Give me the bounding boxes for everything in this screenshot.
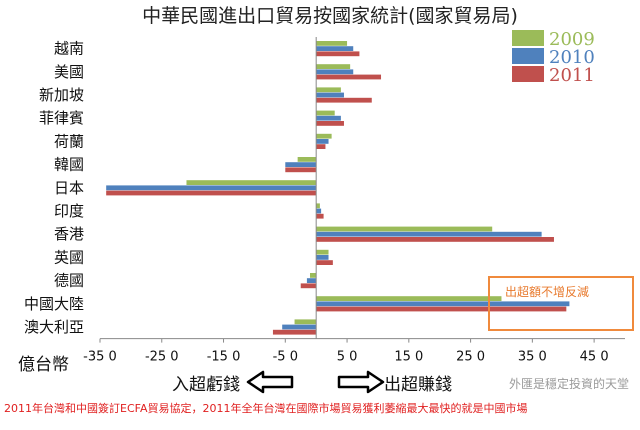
x-tick-label: -5 0 — [273, 350, 298, 365]
category-label: 越南 — [54, 40, 84, 58]
bar-2010 — [316, 115, 341, 121]
legend-label-2009: 2009 — [549, 29, 595, 50]
category-label: 德國 — [54, 272, 84, 290]
callout-text: 出超額不增反減 — [505, 284, 589, 299]
x-tick-label: 45 0 — [580, 350, 609, 365]
category-label: 日本 — [54, 179, 84, 197]
bar-2009 — [316, 64, 351, 69]
x-tick-label: -15 0 — [207, 350, 241, 365]
bar-2010 — [316, 46, 354, 51]
category-label: 美國 — [54, 63, 84, 81]
x-tick-label: -35 0 — [83, 350, 117, 365]
bar-2009 — [316, 110, 335, 116]
bar-2009 — [310, 273, 317, 278]
left-arrow-icon — [246, 370, 294, 394]
bar-2010 — [316, 139, 329, 144]
category-label: 印度 — [54, 202, 84, 220]
legend-label-2010: 2010 — [549, 47, 595, 68]
x-tick-label: -25 0 — [145, 350, 179, 365]
bar-2010 — [282, 324, 317, 330]
bar-2010 — [285, 162, 317, 167]
legend-swatch-2009 — [512, 30, 544, 46]
bar-2009 — [316, 133, 332, 139]
bar-2011 — [106, 190, 317, 196]
deficit-label: 入超虧錢 — [172, 375, 240, 395]
bar-2011 — [316, 213, 324, 219]
footnote: 2011年台灣和中國簽訂ECFA貿易協定，2011年全年台灣在國際市場貿易獲利萎… — [4, 401, 527, 415]
category-label: 澳大利亞 — [24, 318, 84, 336]
bar-2010 — [316, 255, 329, 260]
bar-2010 — [316, 301, 570, 307]
x-tick-labels: -35 0 -25 0 -15 0 -5 0 5 0 15 0 25 0 35 0 45 0 — [83, 338, 609, 365]
bar-2010 — [316, 92, 344, 98]
watermark: 外匯是穩定投資的天堂 — [509, 376, 629, 391]
bar-2010 — [106, 185, 317, 191]
bar-2011 — [316, 121, 344, 126]
bar-2009 — [316, 203, 320, 209]
bar-2011 — [316, 97, 372, 103]
bar-2010 — [316, 208, 322, 214]
bar-2009 — [316, 296, 502, 301]
bar-2009 — [294, 319, 317, 325]
legend-label-2011: 2011 — [549, 65, 595, 86]
bar-2010 — [316, 231, 542, 237]
category-label: 英國 — [54, 248, 84, 266]
bar-2011 — [272, 329, 317, 335]
bar-2011 — [316, 237, 554, 242]
bar-2009 — [316, 87, 341, 93]
bar-2009 — [297, 157, 317, 162]
bar-2009 — [316, 226, 493, 232]
bar-2011 — [316, 51, 360, 57]
x-tick-label: 5 0 — [337, 350, 358, 365]
bar-2011 — [316, 260, 333, 265]
x-tick-label: 25 0 — [456, 350, 485, 365]
category-label: 韓國 — [54, 156, 84, 174]
bar-2011 — [316, 306, 567, 312]
callout-box — [488, 276, 634, 331]
bars-layer — [106, 41, 570, 335]
unit-label: 億台幣 — [18, 355, 69, 375]
category-label: 荷蘭 — [54, 132, 84, 150]
chart-title: 中華民國進出口貿易按國家統計(國家貿易局) — [142, 5, 518, 27]
right-arrow-icon — [337, 370, 385, 394]
x-tick-label: 35 0 — [518, 350, 547, 365]
bar-2011 — [285, 167, 317, 173]
category-label: 中國大陸 — [24, 295, 84, 313]
bar-2011 — [300, 283, 317, 289]
category-label: 菲律賓 — [39, 109, 84, 127]
legend-swatch-2010 — [512, 48, 544, 64]
category-label: 香港 — [54, 225, 84, 243]
category-label: 新加坡 — [39, 86, 84, 104]
bar-2009 — [316, 41, 348, 46]
bar-2011 — [316, 144, 326, 149]
bar-2010 — [306, 278, 317, 283]
bar-2009 — [186, 180, 317, 185]
bar-2009 — [316, 249, 329, 255]
bar-2011 — [316, 74, 382, 80]
bar-2010 — [316, 69, 354, 75]
surplus-label: 出超賺錢 — [384, 375, 452, 395]
x-tick-label: 15 0 — [394, 350, 423, 365]
legend-swatch-2011 — [512, 66, 544, 82]
